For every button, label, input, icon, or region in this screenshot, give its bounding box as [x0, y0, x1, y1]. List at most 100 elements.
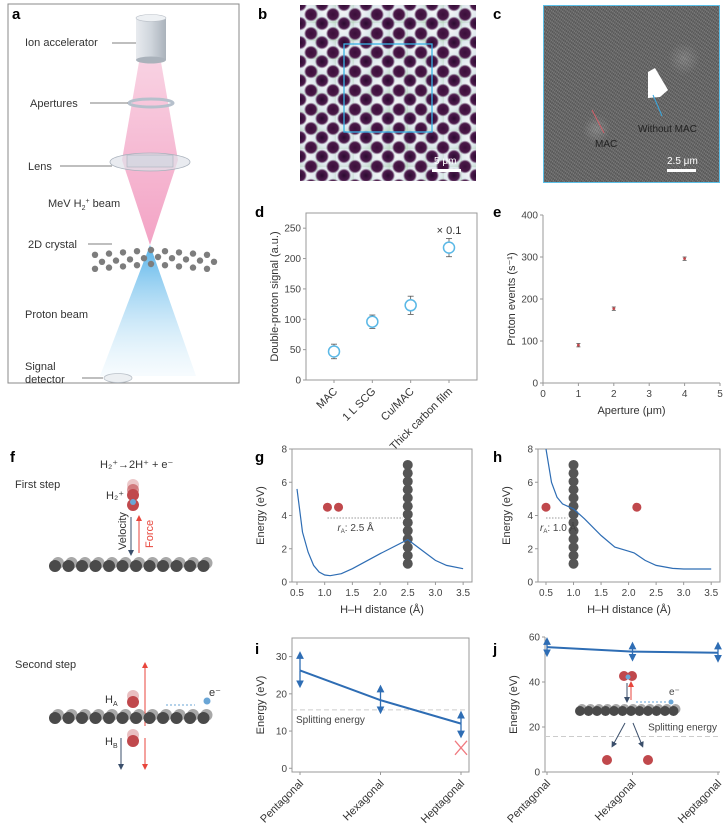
label-proton-beam: Proton beam — [25, 309, 88, 321]
microscope-image-b — [300, 5, 476, 181]
panel-label-i: i — [255, 641, 259, 658]
x-tick-label: 3.0 — [677, 588, 691, 599]
carbon-atom — [203, 251, 211, 258]
carbon-atom — [651, 706, 662, 716]
label-detector: detector — [25, 374, 65, 386]
panel-label-e: e — [493, 204, 501, 221]
carbon-atom — [103, 712, 115, 724]
carbon-atom — [583, 706, 594, 716]
panel-label-c: c — [493, 6, 501, 23]
carbon-atom — [600, 706, 611, 716]
y-tick-label: 20 — [529, 723, 541, 734]
hydrogen-atom — [643, 755, 653, 765]
scale-bar-b — [432, 169, 461, 172]
carbon-atom — [175, 249, 183, 256]
carbon-atom — [98, 258, 106, 265]
carbon-atom — [89, 712, 102, 724]
x-tick-label: 4 — [682, 389, 688, 400]
y-tick-label: 8 — [527, 445, 533, 456]
carbon-atom — [62, 560, 75, 572]
split-arrow-right — [632, 722, 644, 748]
chart-h: 0 2 4 6 8 0.5 1.0 1.5 2.0 2.5 3.0 3.5 Energy (eV) H–H… — [501, 445, 721, 616]
aperture-icon — [127, 97, 175, 109]
x-tick-label: 2.0 — [622, 588, 636, 599]
carbon-atom — [143, 560, 156, 572]
category-label: Hexagonal — [341, 778, 387, 824]
2d-crystal-icon — [91, 246, 218, 272]
carbon-atom — [157, 712, 169, 724]
reaction-equation: H₂⁺→2H⁺ + e⁻ — [100, 459, 174, 471]
carbon-atom — [130, 712, 142, 724]
carbon-layer-second-step — [49, 709, 213, 724]
carbon-atom — [130, 560, 142, 572]
label-signal: Signal — [25, 361, 56, 373]
carbon-atom — [402, 542, 413, 553]
proton-beam — [100, 245, 196, 376]
y-tick-label: 10 — [276, 727, 288, 738]
chart-g: 0 2 4 6 8 0.5 1.0 1.5 2.0 2.5 3.0 3.5 Energy (eV) H–H… — [255, 445, 473, 616]
label-second-step: Second step — [15, 659, 76, 671]
x-tick-label: 1.0 — [318, 588, 332, 599]
carbon-atom — [119, 249, 127, 256]
carbon-atom — [668, 706, 679, 716]
y-axis-label: Proton events (s⁻¹) — [506, 252, 518, 345]
carbon-atom — [112, 257, 120, 264]
carbon-atom — [147, 260, 155, 268]
carbon-atom — [105, 264, 113, 271]
y-tick-label: 400 — [521, 211, 538, 222]
carbon-atom — [568, 534, 579, 545]
carbon-atom — [126, 256, 134, 263]
splitting-energy-label: Splitting energy — [296, 715, 365, 726]
carbon-atom — [116, 560, 129, 572]
x-tick-label: 2 — [611, 389, 617, 400]
category-label: Pentagonal — [258, 778, 306, 826]
y-tick-label: 100 — [521, 337, 538, 348]
carbon-atom — [568, 468, 579, 479]
carbon-atom — [76, 560, 88, 572]
panel-label-d: d — [255, 204, 264, 221]
electron — [625, 674, 631, 680]
y-tick-label: 150 — [284, 284, 301, 295]
data-point — [404, 299, 417, 312]
axes-frame — [291, 448, 473, 583]
label-2d-crystal: 2D crystal — [28, 239, 77, 251]
carbon-atom — [116, 712, 129, 724]
y-tick-label: 300 — [521, 253, 538, 264]
hydrogen-atom — [541, 502, 551, 512]
carbon-atom — [154, 253, 162, 261]
data-point — [577, 343, 580, 347]
carbon-atom — [196, 257, 204, 264]
carbon-atom — [402, 492, 413, 503]
hb-atom-icon — [127, 729, 139, 747]
hydrogen-atom — [632, 502, 642, 512]
y-tick-label: 6 — [527, 478, 533, 489]
energy-curve — [545, 448, 712, 570]
x-tick-label: 2.5 — [649, 588, 663, 599]
chart-j: 0 20 40 60 Pentagonal Hexagonal Heptagonal Ener… — [505, 633, 724, 826]
microscope-image-c — [543, 5, 720, 183]
y-axis-label: Energy (eV) — [255, 676, 267, 735]
distance-annotation: rA: 2.5 Å — [337, 521, 374, 535]
category-label: MAC — [314, 386, 340, 412]
y-tick-label: 60 — [529, 633, 541, 644]
scale-label-b: 5 μm — [434, 156, 456, 167]
y-tick-label: 30 — [276, 652, 288, 663]
carbon-atom — [617, 706, 628, 716]
y-tick-label: 8 — [281, 445, 287, 456]
carbon-atom — [568, 459, 579, 470]
data-point — [442, 241, 456, 254]
y-tick-label: 0 — [534, 768, 540, 779]
x-axis-label: H–H distance (Å) — [340, 603, 424, 616]
carbon-atom — [76, 712, 88, 724]
carbon-atom — [119, 263, 127, 270]
y-tick-label: 200 — [284, 254, 301, 265]
carbon-atom — [184, 560, 196, 572]
label-without-mac: Without MAC — [638, 124, 697, 135]
carbon-atom — [189, 264, 197, 271]
carbon-atom — [643, 706, 653, 716]
label-lens: Lens — [28, 161, 52, 173]
y-tick-label: 6 — [281, 478, 287, 489]
hydrogen-atom — [334, 502, 344, 512]
category-label: Cu/MAC — [379, 386, 417, 424]
